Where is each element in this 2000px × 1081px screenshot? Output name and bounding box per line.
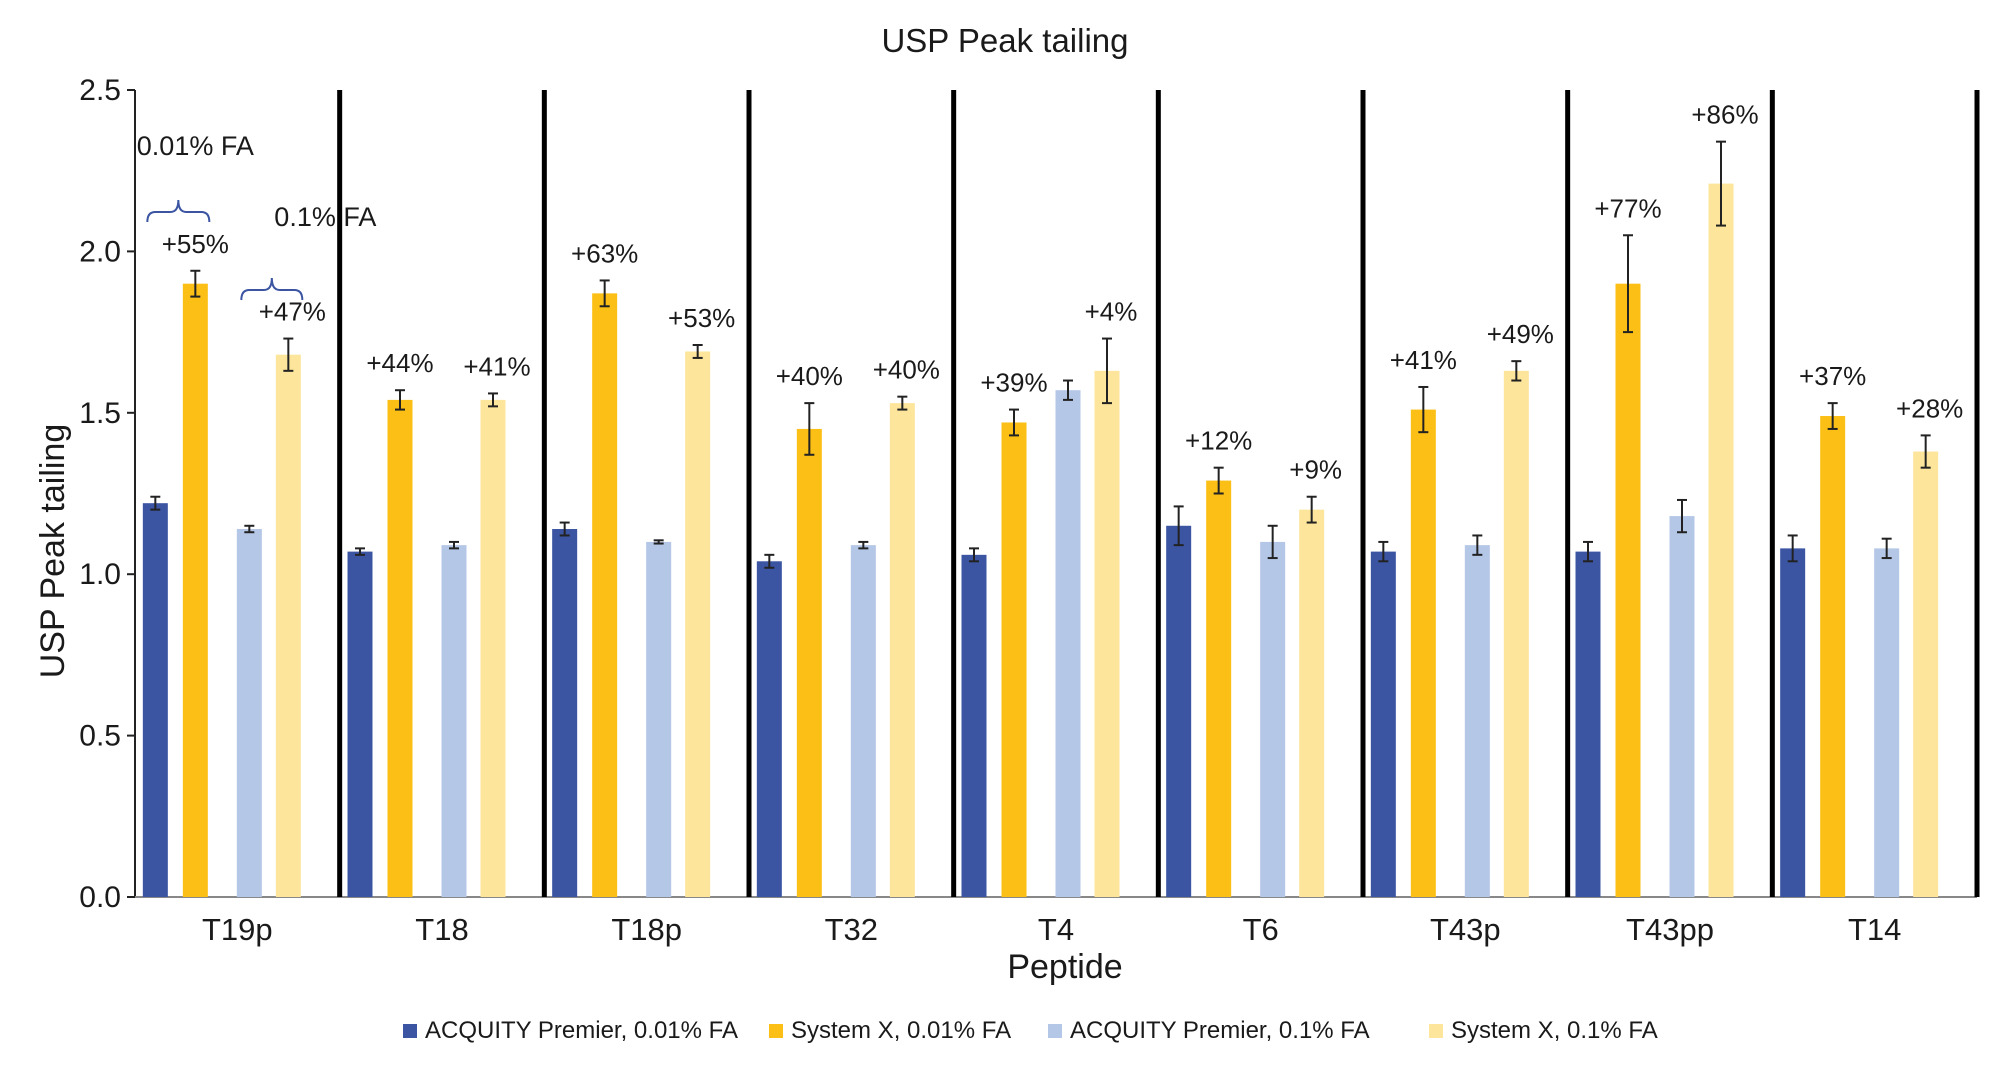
bar <box>142 503 168 897</box>
bar <box>1410 409 1436 897</box>
annotation-01-fa: 0.1% FA <box>274 202 376 232</box>
bar <box>1370 551 1396 897</box>
increase-label: +63% <box>571 238 638 268</box>
bar <box>1615 283 1641 897</box>
bracket-01-fa <box>240 277 304 301</box>
increase-label: +77% <box>1594 193 1661 223</box>
increase-label: +53% <box>668 303 735 333</box>
x-axis-title: Peptide <box>1007 948 1122 986</box>
legend-swatch <box>1048 1024 1062 1038</box>
bar <box>850 545 876 897</box>
bar <box>889 403 915 897</box>
bar <box>796 428 822 897</box>
bar <box>1575 551 1601 897</box>
increase-label: +44% <box>366 348 433 378</box>
increase-label: +40% <box>873 355 940 385</box>
legend-swatch <box>1429 1024 1443 1038</box>
legend-swatch <box>769 1024 783 1038</box>
bar <box>236 529 262 897</box>
y-tick-label: 1.5 <box>79 397 121 430</box>
bar <box>275 354 301 897</box>
increase-label: +49% <box>1487 319 1554 349</box>
bar <box>1780 548 1806 897</box>
bar <box>387 399 413 897</box>
bar <box>1503 370 1529 897</box>
bar <box>1166 525 1192 897</box>
legend-label: System X, 0.01% FA <box>791 1017 1011 1044</box>
bar <box>182 283 208 897</box>
legend-label: ACQUITY Premier, 0.01% FA <box>425 1017 738 1044</box>
bar <box>552 529 578 897</box>
chart-title: USP Peak tailing <box>881 22 1128 59</box>
bar <box>646 541 672 897</box>
bar <box>1055 390 1081 897</box>
bar <box>480 399 506 897</box>
bar <box>685 351 711 897</box>
y-tick-label: 0.5 <box>79 720 121 753</box>
legend-label: System X, 0.1% FA <box>1451 1017 1658 1044</box>
bar <box>1299 509 1325 897</box>
x-tick-label: T14 <box>1848 912 1901 947</box>
bar <box>1874 548 1900 897</box>
bar <box>1669 516 1695 897</box>
increase-label: +86% <box>1691 100 1758 130</box>
legend-label: ACQUITY Premier, 0.1% FA <box>1070 1017 1370 1044</box>
x-tick-label: T6 <box>1243 912 1279 947</box>
x-tick-label: T19p <box>202 912 273 947</box>
bar <box>592 293 618 897</box>
annotation-001-fa: 0.01% FA <box>137 131 254 161</box>
bar <box>347 551 373 897</box>
x-tick-label: T43p <box>1430 912 1501 947</box>
bar <box>1464 545 1490 897</box>
x-tick-label: T4 <box>1038 912 1074 947</box>
bar <box>441 545 467 897</box>
bar <box>1260 541 1286 897</box>
bar <box>1820 416 1846 897</box>
increase-label: +9% <box>1289 455 1342 485</box>
x-tick-label: T18p <box>611 912 682 947</box>
y-axis-title: USP Peak tailing <box>34 424 72 679</box>
y-tick-label: 1.0 <box>79 558 121 591</box>
legend-swatch <box>403 1024 417 1038</box>
x-tick-label: T32 <box>825 912 878 947</box>
increase-label: +41% <box>1390 345 1457 375</box>
increase-label: +4% <box>1085 297 1138 327</box>
y-tick-label: 2.5 <box>79 74 121 107</box>
bar <box>961 554 987 897</box>
increase-label: +47% <box>259 297 326 327</box>
bar <box>1206 480 1232 897</box>
bar <box>1913 451 1939 897</box>
bar <box>1001 422 1027 897</box>
y-tick-label: 2.0 <box>79 235 121 268</box>
increase-label: +39% <box>980 368 1047 398</box>
increase-label: +37% <box>1799 361 1866 391</box>
increase-label: +55% <box>162 229 229 259</box>
bar <box>1094 370 1120 897</box>
bracket-001-fa <box>146 199 211 223</box>
increase-label: +28% <box>1896 393 1963 423</box>
bar <box>1708 183 1734 897</box>
increase-label: +40% <box>776 361 843 391</box>
y-tick-label: 0.0 <box>79 881 121 914</box>
x-tick-label: T18 <box>415 912 468 947</box>
x-tick-label: T43pp <box>1626 912 1714 947</box>
bar <box>756 561 782 897</box>
increase-label: +41% <box>463 351 530 381</box>
increase-label: +12% <box>1185 426 1252 456</box>
